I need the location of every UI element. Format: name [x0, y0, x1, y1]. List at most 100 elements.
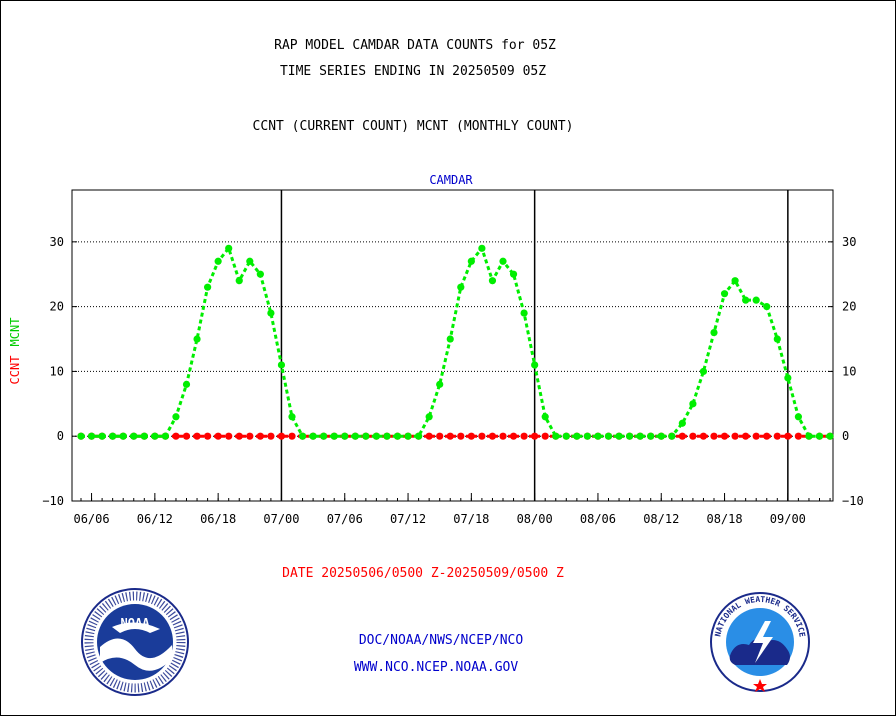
point-ccnt	[225, 432, 233, 440]
point-ccnt	[794, 432, 803, 440]
point-ccnt	[531, 432, 539, 440]
point-mcnt	[161, 432, 169, 440]
plot-frame	[71, 189, 834, 502]
point-mcnt	[541, 413, 549, 421]
point-ccnt	[246, 432, 254, 440]
point-mcnt	[604, 432, 613, 440]
point-ccnt	[214, 432, 222, 440]
point-ccnt	[172, 432, 180, 440]
point-ccnt	[763, 432, 771, 440]
x-tick-label: 08/12	[643, 512, 679, 526]
point-mcnt	[415, 432, 423, 440]
point-mcnt	[372, 432, 380, 440]
y-tick-label-right: 30	[842, 235, 856, 249]
point-mcnt	[583, 432, 592, 440]
point-mcnt	[393, 432, 402, 440]
point-ccnt	[467, 432, 475, 440]
point-mcnt	[689, 400, 697, 408]
point-mcnt	[182, 380, 191, 388]
series-line-mcnt	[81, 245, 831, 438]
point-mcnt	[256, 270, 264, 278]
point-mcnt	[151, 432, 159, 440]
y-tick-label-left: 30	[50, 235, 64, 249]
point-mcnt	[225, 244, 233, 252]
point-mcnt	[562, 432, 570, 440]
point-mcnt	[172, 413, 180, 421]
point-ccnt	[499, 432, 507, 440]
point-ccnt	[288, 432, 296, 440]
point-mcnt	[341, 432, 349, 440]
x-tick-label: 08/06	[580, 512, 616, 526]
point-ccnt	[752, 432, 760, 440]
y-tick-label-right: 0	[842, 429, 849, 443]
x-tick-label: 08/18	[706, 512, 742, 526]
point-mcnt	[794, 413, 803, 421]
x-tick-label: 06/18	[200, 512, 236, 526]
point-ccnt	[520, 432, 528, 440]
point-ccnt	[457, 432, 465, 440]
chart-subtitle: CCNT (CURRENT COUNT) MCNT (MONTHLY COUNT…	[252, 119, 574, 134]
point-mcnt	[509, 270, 518, 278]
point-mcnt	[267, 309, 275, 317]
point-ccnt	[277, 432, 286, 440]
point-mcnt	[109, 432, 117, 440]
y-tick-label-right: −10	[842, 494, 864, 508]
point-mcnt	[699, 367, 708, 376]
point-mcnt	[826, 432, 834, 440]
point-mcnt	[351, 432, 359, 440]
point-mcnt	[330, 432, 338, 440]
point-mcnt	[763, 303, 771, 311]
point-ccnt	[689, 432, 697, 440]
point-ccnt	[267, 432, 275, 440]
point-mcnt	[657, 432, 665, 440]
point-mcnt	[647, 432, 655, 440]
y-tick-label-left: 10	[50, 364, 64, 378]
nws-logo-icon: NATIONAL WEATHER SERVICE	[710, 592, 810, 692]
website-link[interactable]: WWW.NCO.NCEP.NOAA.GOV	[353, 660, 519, 675]
x-tick-label: 07/06	[327, 512, 363, 526]
chart-title-line-2: TIME SERIES ENDING IN 20250509 05Z	[279, 64, 547, 79]
point-mcnt	[815, 432, 824, 440]
point-mcnt	[488, 277, 497, 285]
point-mcnt	[214, 257, 222, 265]
x-tick-label: 07/18	[453, 512, 489, 526]
point-ccnt	[678, 432, 686, 440]
point-ccnt	[436, 432, 444, 440]
point-mcnt	[87, 432, 96, 440]
point-mcnt	[499, 257, 507, 265]
point-ccnt	[509, 432, 518, 440]
y-label-mcnt: MCNT	[8, 318, 22, 347]
y-axis-label: CCNT MCNT	[8, 318, 22, 385]
noaa-logo-icon: NOAA	[81, 588, 189, 696]
x-tick-label: 09/00	[770, 512, 806, 526]
date-range: DATE 20250506/0500 Z-20250509/0500 Z	[282, 566, 564, 581]
point-mcnt	[573, 432, 581, 440]
point-mcnt	[805, 432, 813, 440]
point-ccnt	[256, 432, 264, 440]
point-mcnt	[425, 413, 433, 421]
point-mcnt	[531, 361, 539, 369]
x-tick-label: 07/00	[263, 512, 299, 526]
point-mcnt	[457, 283, 465, 291]
point-ccnt	[488, 432, 497, 440]
point-ccnt	[235, 432, 243, 440]
point-ccnt	[710, 432, 718, 440]
point-ccnt	[773, 432, 781, 440]
point-mcnt	[193, 335, 201, 343]
point-mcnt	[678, 419, 686, 427]
point-mcnt	[752, 296, 760, 304]
point-ccnt	[742, 432, 750, 440]
point-ccnt	[478, 432, 486, 440]
y-tick-label-right: 20	[842, 300, 856, 314]
point-mcnt	[436, 380, 444, 388]
point-mcnt	[636, 432, 644, 440]
panel-title: CAMDAR	[429, 173, 473, 187]
noaa-logo-text: NOAA	[121, 616, 151, 630]
point-mcnt	[130, 432, 138, 440]
point-ccnt	[541, 432, 549, 440]
point-mcnt	[594, 432, 602, 440]
point-mcnt	[626, 432, 634, 440]
y-tick-label-right: 10	[842, 364, 856, 378]
x-tick-label: 06/12	[137, 512, 173, 526]
x-tick-label: 08/00	[517, 512, 553, 526]
